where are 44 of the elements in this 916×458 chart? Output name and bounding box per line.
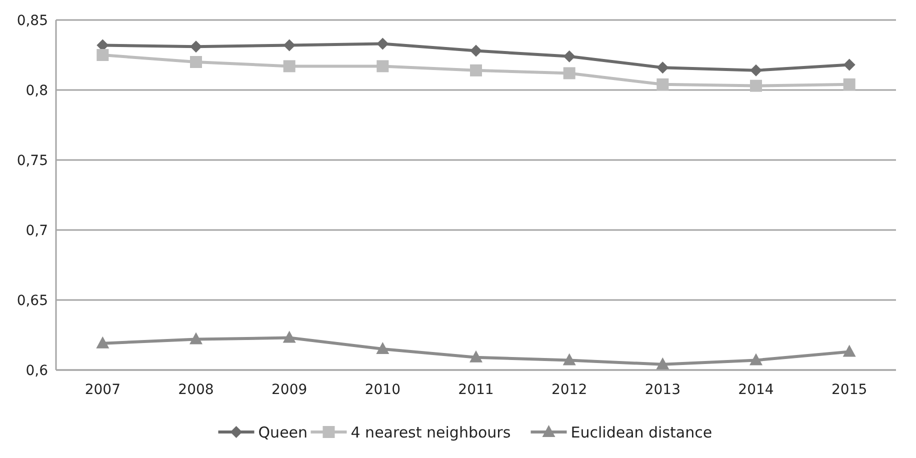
x-tick-label: 2010 (364, 382, 400, 398)
point (562, 353, 576, 366)
point (376, 60, 389, 72)
y-tick-label: 0,85 (16, 12, 48, 29)
point (750, 80, 762, 92)
point (96, 49, 109, 61)
point (283, 60, 296, 72)
legend-label: 4 nearest neighbours (350, 423, 511, 442)
x-tick-label: 2009 (272, 382, 308, 398)
point (656, 62, 669, 74)
legend-label: Euclidean distance (570, 423, 712, 442)
point (750, 353, 762, 366)
point (843, 58, 856, 71)
legend-label: Queen (258, 423, 308, 442)
point (470, 350, 482, 362)
x-tick-label: 2014 (738, 382, 774, 398)
x-tick-label: 2012 (552, 382, 588, 398)
point (283, 39, 296, 52)
point (842, 344, 856, 357)
y-tick-label: 0,8 (26, 82, 48, 99)
point (470, 44, 482, 57)
point (656, 78, 669, 90)
point (282, 330, 296, 343)
y-tick-label: 0,75 (16, 152, 48, 169)
point (470, 64, 482, 76)
x-tick-label: 2015 (832, 382, 868, 398)
point (843, 78, 856, 90)
x-tick-label: 2007 (84, 382, 120, 398)
point (563, 67, 576, 80)
point (96, 336, 110, 348)
point (190, 40, 202, 53)
point (376, 38, 389, 50)
x-tick-label: 2011 (458, 382, 494, 398)
point (656, 357, 670, 370)
x-tick-label: 2008 (178, 382, 214, 398)
point (750, 64, 762, 76)
point (190, 332, 202, 344)
point (376, 342, 390, 354)
y-tick-label: 0,65 (16, 292, 48, 309)
y-tick-label: 0,7 (26, 222, 48, 239)
x-tick-label: 2013 (644, 382, 680, 398)
point (190, 56, 202, 68)
point (563, 50, 576, 62)
y-tick-label: 0,6 (26, 362, 48, 379)
